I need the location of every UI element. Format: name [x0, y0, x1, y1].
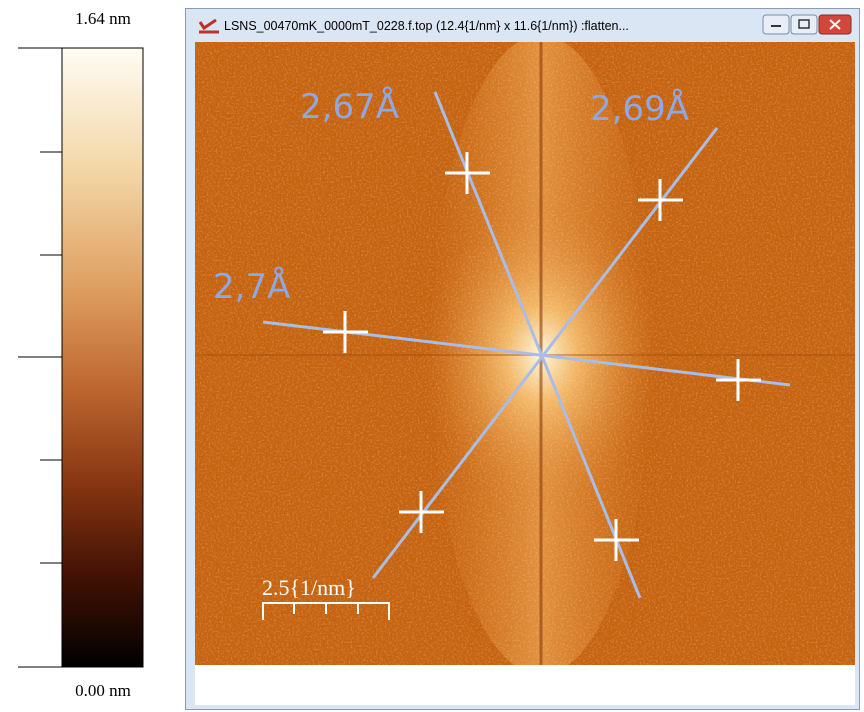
status-area: [195, 665, 855, 705]
colorbar-max-label: 1.64 nm: [75, 9, 131, 28]
close-button[interactable]: [819, 15, 851, 34]
annotation: 2,67Å: [300, 86, 399, 127]
window-title: LSNS_00470mK_0000mT_0228.f.top (12.4{1/n…: [224, 19, 629, 33]
scale-bar-label: 2.5{1/nm}: [262, 575, 356, 600]
annotation: 2,69Å: [590, 88, 689, 129]
maximize-button[interactable]: [791, 15, 817, 34]
colorbar-gradient: [62, 48, 143, 667]
window: LSNS_00470mK_0000mT_0228.f.top (12.4{1/n…: [186, 9, 860, 710]
colorbar-min-label: 0.00 nm: [75, 681, 131, 700]
annotation: 2,7Å: [213, 266, 290, 307]
colorbar-ticks: [18, 48, 62, 667]
colorbar: 1.64 nm 0.00 nm: [18, 9, 143, 700]
page: 1.64 nm 0.00 nm LSNS_00470mK_0000mT_0228…: [0, 0, 864, 712]
minimize-button[interactable]: [763, 15, 789, 34]
